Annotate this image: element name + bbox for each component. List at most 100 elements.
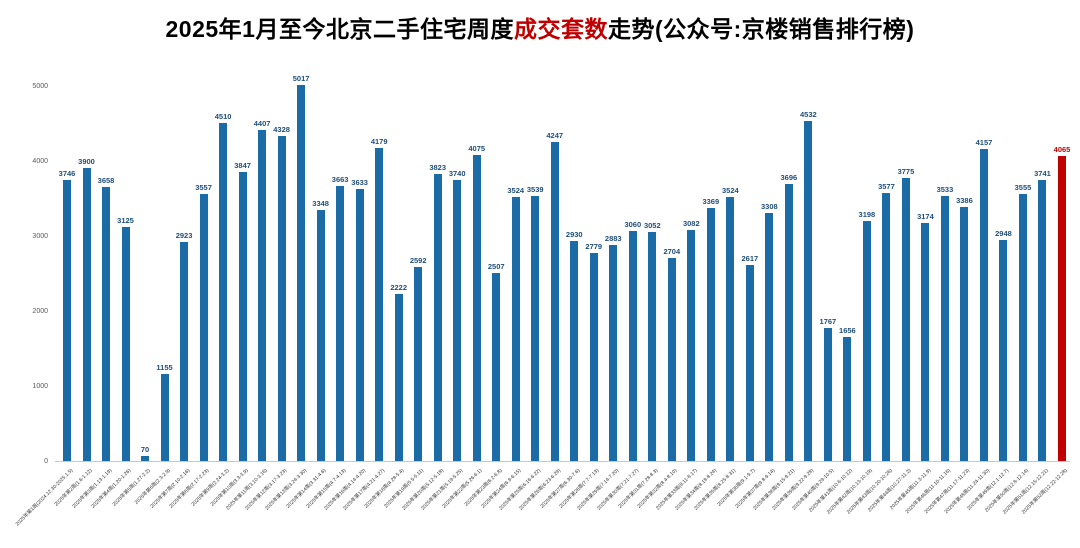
bar bbox=[960, 207, 969, 461]
bar bbox=[648, 232, 657, 461]
bar bbox=[355, 189, 364, 461]
bar-value-label: 2923 bbox=[175, 231, 193, 240]
bar-value-label: 2617 bbox=[741, 254, 759, 263]
bar bbox=[765, 213, 774, 461]
bar bbox=[940, 196, 949, 461]
bar-value-label: 3524 bbox=[721, 186, 739, 195]
bar bbox=[589, 253, 598, 461]
bar-value-label: 2592 bbox=[409, 256, 427, 265]
bar bbox=[531, 196, 540, 461]
bar bbox=[199, 194, 208, 461]
y-axis-tick-label: 3000 bbox=[32, 233, 48, 240]
bar-value-label: 3052 bbox=[643, 221, 661, 230]
bar-value-label: 3775 bbox=[897, 167, 915, 176]
bar bbox=[609, 245, 618, 461]
bar-value-label: 2704 bbox=[663, 247, 681, 256]
bar bbox=[921, 223, 930, 461]
y-axis-tick-label: 5000 bbox=[32, 83, 48, 90]
bar bbox=[492, 273, 501, 461]
bar-value-label: 3741 bbox=[1034, 169, 1051, 178]
bar-value-label: 2779 bbox=[585, 242, 603, 251]
bar-value-label: 4328 bbox=[273, 125, 290, 134]
bar bbox=[316, 210, 325, 461]
bar-value-label: 3060 bbox=[624, 220, 642, 229]
bar bbox=[628, 231, 637, 461]
bar bbox=[979, 149, 988, 461]
bar bbox=[63, 180, 71, 461]
bar bbox=[726, 197, 735, 461]
y-axis-tick-label: 1000 bbox=[32, 383, 48, 390]
bar-value-label: 3348 bbox=[312, 199, 329, 208]
chart-title-highlight: 成交套数 bbox=[513, 16, 608, 42]
bar bbox=[784, 184, 793, 461]
bar bbox=[394, 294, 403, 461]
bar bbox=[121, 227, 130, 461]
bar-value-label: 3900 bbox=[78, 157, 95, 166]
bar bbox=[882, 193, 891, 461]
bar bbox=[823, 328, 832, 461]
bar-value-label: 3533 bbox=[936, 185, 954, 194]
bar-value-label: 3577 bbox=[878, 182, 895, 191]
chart-title-prefix: 2025年1月至今北京二手住宅周度 bbox=[165, 16, 514, 42]
bar bbox=[862, 221, 871, 461]
bar bbox=[550, 142, 559, 461]
bar-highlighted bbox=[1058, 156, 1066, 461]
bar bbox=[667, 258, 676, 461]
bar-value-label: 3847 bbox=[234, 161, 251, 170]
bar-value-label: 2948 bbox=[995, 229, 1012, 238]
plot-area: 3746 3900 3658 3125 70 1155 2923 3557 4510 3847 44… bbox=[55, 74, 1071, 462]
bar-value-label: 4065 bbox=[1053, 145, 1071, 154]
bar-value-label: 2930 bbox=[565, 230, 583, 239]
bar-value-label: 3746 bbox=[58, 169, 76, 178]
y-axis-tick-label: 4000 bbox=[32, 158, 48, 165]
bar-value-label: 1656 bbox=[839, 326, 856, 335]
bar bbox=[1018, 194, 1027, 461]
bar bbox=[277, 136, 286, 461]
bar bbox=[453, 180, 462, 461]
bar bbox=[843, 337, 852, 461]
bar-value-label: 3557 bbox=[195, 183, 212, 192]
bar-value-label: 1767 bbox=[819, 317, 837, 326]
bar bbox=[82, 168, 91, 461]
bar-value-label: 5017 bbox=[292, 74, 310, 83]
bar bbox=[160, 374, 169, 461]
bar bbox=[570, 241, 579, 461]
y-axis-tick-label: 2000 bbox=[32, 308, 48, 315]
bar-value-label: 3125 bbox=[117, 216, 134, 225]
bar bbox=[414, 267, 423, 461]
bar-value-label: 4179 bbox=[370, 137, 388, 146]
bar bbox=[102, 187, 111, 461]
bar bbox=[238, 172, 247, 461]
bar-value-label: 3082 bbox=[682, 219, 700, 228]
bar bbox=[901, 178, 910, 461]
chart-title-suffix: 走势(公众号:京楼销售排行榜) bbox=[607, 16, 915, 42]
bar-value-label: 3524 bbox=[507, 186, 525, 195]
bar-value-label: 4510 bbox=[214, 112, 232, 121]
bar-value-label: 70 bbox=[140, 445, 150, 454]
bar-value-label: 3658 bbox=[97, 176, 115, 185]
bar bbox=[433, 174, 442, 461]
bar bbox=[141, 456, 150, 461]
bar-value-label: 2222 bbox=[390, 283, 407, 292]
bar bbox=[511, 197, 520, 461]
bar-value-label: 3696 bbox=[780, 173, 798, 182]
bar bbox=[297, 85, 306, 461]
bar-value-label: 3198 bbox=[858, 210, 876, 219]
bar bbox=[219, 123, 228, 461]
bar-value-label: 3386 bbox=[956, 196, 973, 205]
bar bbox=[745, 265, 754, 461]
bar-value-label: 4247 bbox=[546, 131, 564, 140]
bar-value-label: 4407 bbox=[253, 119, 271, 128]
bar bbox=[687, 230, 696, 461]
bar bbox=[1038, 180, 1047, 461]
bar-value-label: 1155 bbox=[156, 363, 173, 372]
bar-value-label: 3174 bbox=[917, 212, 934, 221]
bar-value-label: 3740 bbox=[448, 169, 466, 178]
bar-value-label: 4532 bbox=[800, 110, 817, 119]
bar bbox=[375, 148, 384, 461]
bar-value-label: 4157 bbox=[975, 138, 993, 147]
bar bbox=[258, 130, 267, 461]
bar bbox=[336, 186, 345, 461]
bar bbox=[472, 155, 481, 461]
